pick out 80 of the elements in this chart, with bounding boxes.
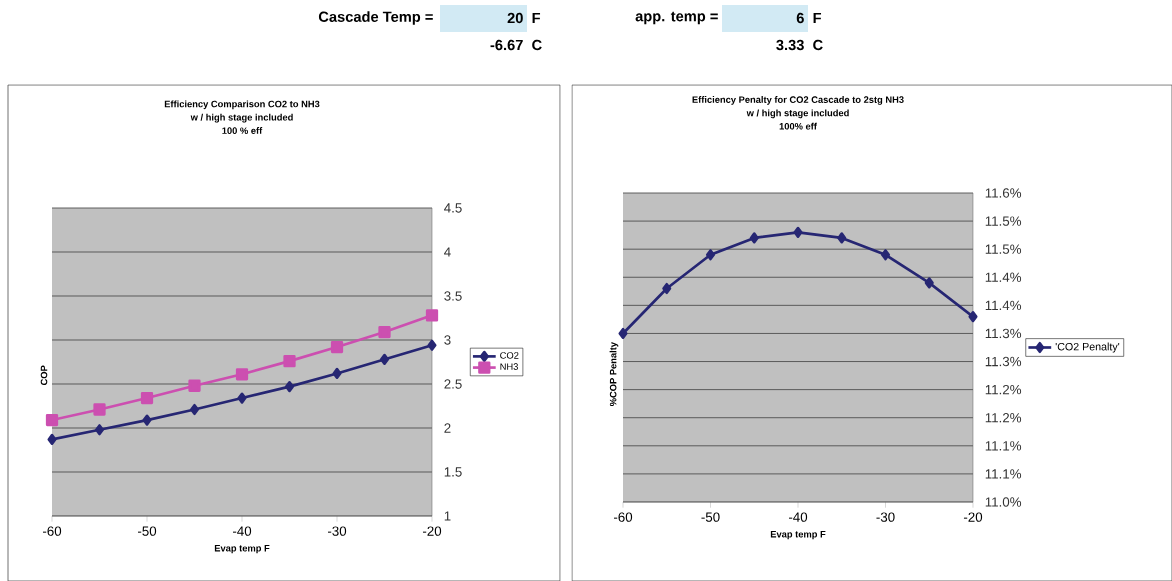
point	[237, 392, 247, 404]
x-axis-title: Evap temp F	[770, 530, 826, 540]
legend-label: 'CO2 Penalty'	[1055, 342, 1120, 353]
y-tick-label: 1	[444, 511, 451, 521]
y-tick-label: 11.1%	[985, 441, 1022, 451]
point	[427, 339, 437, 351]
point	[378, 325, 391, 339]
text: 100% eff	[779, 122, 817, 130]
y-tick-label: 11.1%	[985, 469, 1022, 479]
point	[662, 282, 672, 295]
point	[705, 249, 716, 261]
point	[749, 232, 759, 244]
point	[283, 354, 296, 368]
chart-title: Efficiency Penalty for CO2 Cascade to 2stg NH3	[692, 96, 904, 105]
y-axis-title: %COP Penalty	[609, 342, 619, 407]
x-tick-label: -60	[42, 526, 62, 536]
text: F	[813, 12, 822, 24]
x-tick-label: -40	[788, 512, 808, 522]
text: 100 % eff	[222, 127, 263, 134]
point	[140, 391, 154, 405]
y-tick-label: 11.4%	[985, 300, 1022, 311]
y-axis-title: COP	[40, 365, 48, 386]
y-tick-label: 3.5	[444, 291, 462, 301]
y-tick-label: 11.6%	[985, 188, 1022, 198]
text: 3.33	[776, 39, 804, 51]
point	[793, 226, 803, 238]
point	[924, 277, 934, 289]
point	[94, 424, 105, 436]
point	[425, 309, 439, 322]
x-tick-label: -20	[963, 512, 983, 522]
y-tick-label: 2.5	[444, 379, 462, 389]
y-tick-label: 11.5%	[985, 216, 1022, 226]
x-tick-label: -40	[232, 526, 252, 536]
chart-subtitle: w / high stage included	[190, 113, 293, 123]
point	[880, 249, 891, 261]
point	[332, 367, 342, 380]
text: C	[813, 39, 823, 51]
legend-label: NH3	[500, 363, 518, 370]
text: app. temp =	[635, 11, 718, 25]
y-tick-label: 11.4%	[985, 272, 1022, 282]
y-tick-label: 3	[444, 335, 451, 345]
x-tick-label: -60	[613, 512, 633, 522]
point	[45, 413, 59, 427]
x-tick-label: -20	[422, 526, 442, 536]
y-tick-label: 11.2%	[985, 413, 1022, 423]
text: 20	[507, 12, 523, 24]
y-tick-label: 1.5	[444, 467, 462, 477]
point	[235, 368, 249, 381]
y-tick-label: 11.2%	[985, 384, 1022, 395]
x-tick-label: -30	[876, 512, 895, 522]
x-tick-label: -50	[701, 512, 720, 522]
text: -6.67	[490, 39, 523, 51]
text: 6	[796, 12, 804, 24]
x-axis-title: Evap temp F	[214, 544, 270, 554]
point	[142, 414, 152, 426]
point	[330, 340, 344, 354]
text: Cascade Temp =	[318, 11, 433, 25]
y-tick-label: 11.5%	[985, 244, 1022, 254]
x-tick-label: -50	[137, 526, 157, 536]
point	[379, 353, 390, 365]
point	[188, 379, 201, 392]
point	[968, 310, 978, 323]
y-tick-label: 2	[444, 423, 451, 433]
chart-title: Efficiency Comparison CO2 to NH3	[164, 100, 320, 110]
y-tick-label: 11.0%	[985, 497, 1022, 507]
point	[189, 403, 200, 416]
text: C	[532, 39, 542, 51]
y-tick-label: 4	[444, 247, 451, 257]
x-tick-label: -30	[327, 526, 347, 536]
point	[837, 232, 847, 244]
y-tick-label: 11.3%	[985, 356, 1022, 367]
point	[284, 381, 295, 393]
legend-label: CO2	[500, 352, 519, 359]
point	[47, 433, 57, 446]
y-tick-label: 4.5	[444, 203, 462, 213]
chart-subtitle: w / high stage included	[746, 109, 849, 119]
text: F	[532, 12, 541, 24]
y-tick-label: 11.3%	[985, 328, 1022, 339]
point	[618, 327, 628, 340]
point	[93, 403, 106, 416]
